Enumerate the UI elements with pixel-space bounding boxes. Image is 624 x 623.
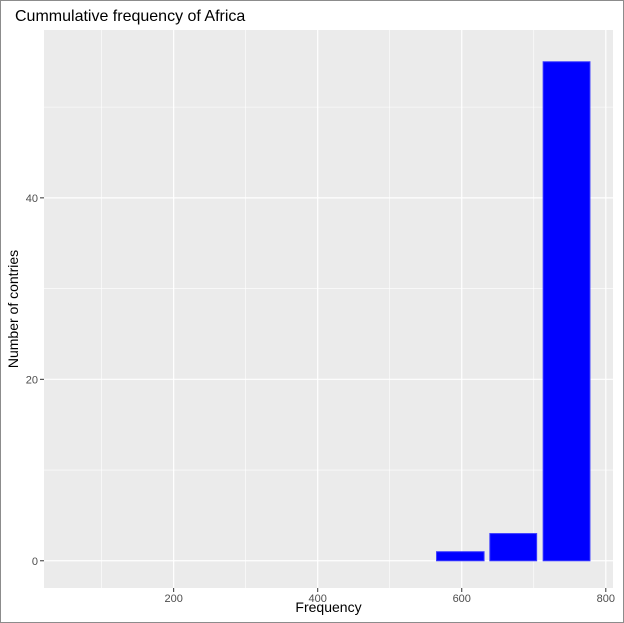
x-tick-label: 200: [164, 593, 182, 605]
x-axis: 200 400 600 800: [164, 588, 615, 605]
x-tick-label: 400: [309, 593, 327, 605]
chart-title: Cummulative frequency of Africa: [15, 8, 245, 25]
grid-major: [44, 30, 613, 588]
bar: [542, 61, 591, 562]
y-axis-title: Number of contries: [5, 250, 21, 368]
plot-panel: [44, 30, 613, 588]
y-tick-label: 40: [26, 193, 38, 205]
bar: [489, 533, 538, 562]
x-tick-label: 600: [453, 593, 471, 605]
y-axis: 0 20 40: [26, 193, 44, 568]
x-axis-title: Frequency: [295, 599, 361, 615]
y-tick-label: 20: [26, 374, 38, 386]
grid-minor: [44, 30, 613, 588]
bars: [436, 61, 591, 562]
bar: [436, 551, 485, 562]
y-tick-label: 0: [32, 556, 38, 568]
x-tick-label: 800: [597, 593, 615, 605]
